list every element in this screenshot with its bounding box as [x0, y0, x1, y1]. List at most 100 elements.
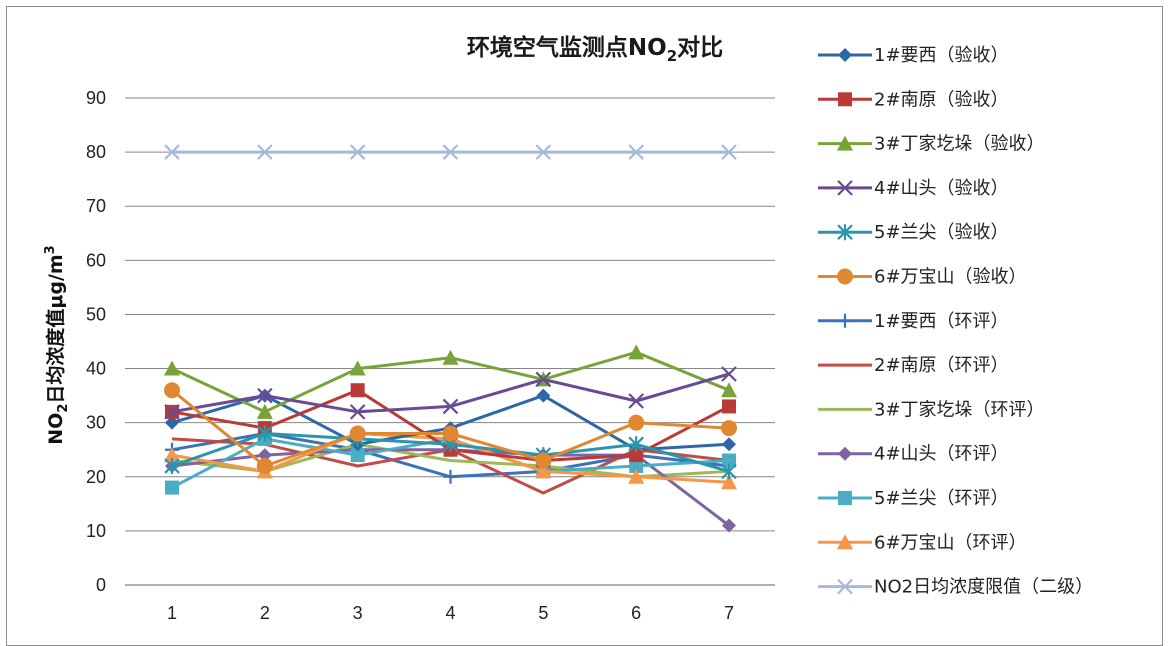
legend-swatch-marker: [837, 224, 853, 241]
y-tick-0: 0: [96, 575, 106, 595]
series-4-point-6: [628, 393, 644, 409]
legend-item-5: 5#兰尖（验收）: [818, 222, 1009, 243]
legend-item-3: 3#丁家圪垛（验收）: [818, 134, 1045, 155]
gridlines: [125, 97, 775, 586]
series-13-point-4: [442, 144, 459, 160]
series-10-point-2: [257, 448, 272, 463]
series-3-point-1: [164, 360, 180, 376]
legend-item-4: 4#山头（验收）: [818, 178, 1009, 199]
x-tick-2: 2: [260, 603, 270, 623]
series-13-point-6: [628, 144, 644, 160]
series-11-point-3: [350, 448, 365, 463]
legend-label: 2#南原（环评）: [874, 355, 1009, 376]
series-4-point-1: [164, 404, 180, 420]
series-layer: [164, 144, 737, 533]
legend-label: 5#兰尖（验收）: [874, 222, 1009, 243]
series-5-point-2: [257, 425, 273, 442]
series-4-point-4: [442, 398, 459, 415]
series-3-point-6: [628, 344, 645, 360]
series-5-point-7: [721, 463, 737, 480]
legend-item-10: 4#山头（环评）: [818, 444, 1009, 465]
series-5-point-1: [164, 457, 180, 474]
x-tick-labels: 1 2 3 4 5 6 7: [167, 603, 734, 623]
series-6-point-1: [164, 382, 180, 399]
series-1-point-1: [165, 415, 179, 430]
y-tick-60: 60: [86, 250, 106, 270]
y-tick-40: 40: [86, 359, 106, 379]
series-4: [164, 366, 737, 420]
series-2-point-6: [629, 448, 644, 463]
legend-label: 1#要西（环评）: [874, 311, 1009, 332]
y-tick-30: 30: [86, 413, 106, 433]
series-5-point-6: [628, 436, 644, 453]
series-3-point-7: [721, 382, 737, 398]
legend-item-1: 1#要西（验收）: [818, 45, 1009, 66]
series-2-point-3: [350, 383, 365, 398]
series-6-point-6: [628, 414, 645, 431]
legend-label: 4#山头（环评）: [874, 444, 1009, 465]
legend-item-11: 5#兰尖（环评）: [818, 488, 1009, 509]
legend-swatch-marker: [838, 313, 852, 328]
series-6-point-7: [721, 420, 737, 437]
series-3-point-4: [442, 349, 459, 365]
legend-swatch-marker: [838, 491, 852, 505]
series-4-point-7: [721, 366, 737, 382]
series-11-point-1: [165, 480, 179, 495]
series-6-point-3: [349, 425, 366, 442]
legend-label: 2#南原（验收）: [874, 89, 1009, 110]
series-13-point-5: [535, 144, 552, 160]
legend-label: 3#丁家圪垛（验收）: [874, 134, 1045, 155]
series-12-point-6: [628, 468, 645, 484]
legend-label: NO2日均浓度限值（二级）: [874, 577, 1093, 598]
series-6-point-4: [442, 425, 459, 442]
series-1-point-7: [722, 437, 736, 452]
legend-swatch-marker: [838, 446, 852, 461]
series-2-point-7: [722, 399, 736, 414]
legend-swatch-marker: [837, 578, 853, 595]
legend-swatch-marker: [837, 135, 853, 151]
legend: 1#要西（验收） 2#南原（验收） 3#丁家圪垛（验收） 4#山头（验收） 5#兰尖（验…: [818, 45, 1093, 598]
legend-item-13: NO2日均浓度限值（二级）: [818, 577, 1093, 598]
series-13: [164, 144, 737, 160]
series-3-point-2: [256, 403, 273, 419]
series-13-point-1: [164, 144, 180, 160]
y-tick-80: 80: [86, 142, 106, 162]
y-tick-labels: 0 10 20 30 40 50 60 70 80 90: [86, 88, 106, 595]
y-tick-10: 10: [86, 521, 106, 541]
series-3-point-3: [349, 360, 366, 376]
y-tick-50: 50: [86, 304, 106, 324]
series-1-point-5: [536, 388, 551, 403]
series-4-point-3: [349, 404, 366, 420]
series-11-point-6: [629, 458, 644, 473]
legend-item-6: 6#万宝山（验收）: [818, 267, 1027, 288]
series-6: [164, 382, 737, 474]
x-tick-7: 7: [724, 603, 734, 623]
legend-label: 1#要西（验收）: [874, 45, 1009, 66]
series-3: [164, 344, 737, 419]
series-6-point-2: [256, 457, 273, 474]
legend-item-8: 2#南原（环评）: [818, 355, 1009, 376]
series-10-point-7: [722, 518, 736, 533]
y-tick-20: 20: [86, 467, 106, 487]
x-tick-1: 1: [167, 603, 177, 623]
y-tick-90: 90: [86, 88, 106, 108]
legend-item-12: 6#万宝山（环评）: [818, 532, 1027, 553]
chart-title: 环境空气监测点NO2对比: [467, 34, 723, 65]
x-tick-5: 5: [538, 603, 548, 623]
legend-label: 5#兰尖（环评）: [874, 488, 1009, 509]
x-tick-3: 3: [353, 603, 363, 623]
series-11-point-7: [722, 453, 736, 468]
series-12-point-7: [721, 474, 737, 490]
series-12-point-5: [535, 463, 552, 479]
legend-item-2: 2#南原（验收）: [818, 89, 1009, 110]
legend-label: 6#万宝山（环评）: [874, 532, 1027, 553]
x-tick-6: 6: [631, 603, 641, 623]
legend-swatch-marker: [837, 268, 853, 285]
legend-label: 6#万宝山（验收）: [874, 267, 1027, 288]
legend-swatch-marker: [837, 180, 853, 196]
series-13-point-3: [349, 144, 366, 160]
legend-label: 4#山头（验收）: [874, 178, 1009, 199]
legend-swatch-marker: [838, 48, 852, 62]
series-13-point-2: [257, 144, 273, 160]
